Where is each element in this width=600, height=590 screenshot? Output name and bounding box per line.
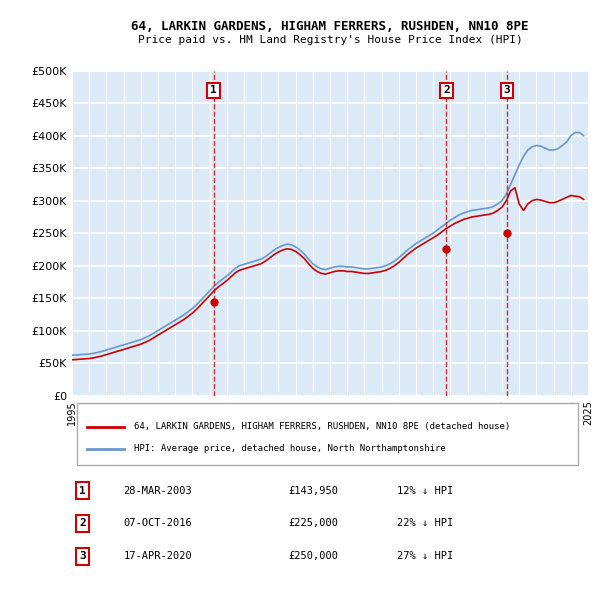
- Text: 07-OCT-2016: 07-OCT-2016: [124, 519, 193, 529]
- Text: 64, LARKIN GARDENS, HIGHAM FERRERS, RUSHDEN, NN10 8PE: 64, LARKIN GARDENS, HIGHAM FERRERS, RUSH…: [131, 20, 529, 33]
- Text: £143,950: £143,950: [289, 486, 339, 496]
- Text: 27% ↓ HPI: 27% ↓ HPI: [397, 551, 454, 561]
- Text: HPI: Average price, detached house, North Northamptonshire: HPI: Average price, detached house, Nort…: [134, 444, 446, 453]
- Text: £250,000: £250,000: [289, 551, 339, 561]
- Text: Price paid vs. HM Land Registry's House Price Index (HPI): Price paid vs. HM Land Registry's House …: [137, 35, 523, 45]
- Text: 28-MAR-2003: 28-MAR-2003: [124, 486, 193, 496]
- Text: £225,000: £225,000: [289, 519, 339, 529]
- Text: 3: 3: [503, 86, 511, 95]
- Text: 1: 1: [79, 486, 86, 496]
- Text: 64, LARKIN GARDENS, HIGHAM FERRERS, RUSHDEN, NN10 8PE (detached house): 64, LARKIN GARDENS, HIGHAM FERRERS, RUSH…: [134, 422, 510, 431]
- Text: 17-APR-2020: 17-APR-2020: [124, 551, 193, 561]
- Text: 1: 1: [210, 86, 217, 95]
- Text: 22% ↓ HPI: 22% ↓ HPI: [397, 519, 454, 529]
- FancyBboxPatch shape: [77, 403, 578, 465]
- Text: 3: 3: [79, 551, 86, 561]
- Text: 12% ↓ HPI: 12% ↓ HPI: [397, 486, 454, 496]
- Text: 2: 2: [79, 519, 86, 529]
- Text: 2: 2: [443, 86, 450, 95]
